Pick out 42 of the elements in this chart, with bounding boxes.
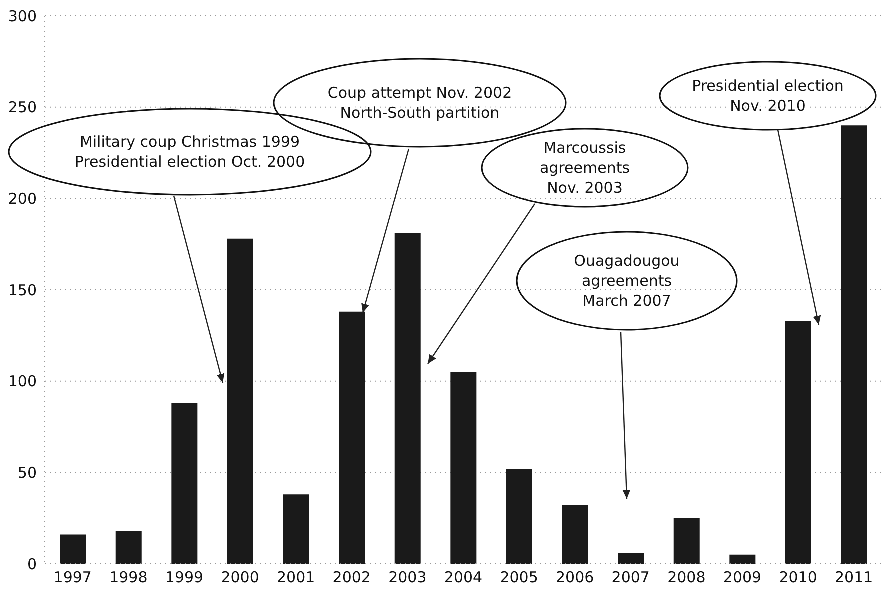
- bar: [618, 553, 644, 564]
- x-tick-label: 2002: [332, 568, 371, 587]
- bar: [562, 506, 588, 564]
- x-tick-label: 2004: [444, 568, 483, 587]
- bar: [730, 554, 756, 564]
- annotation: Ouagadougou agreements March 2007: [574, 252, 680, 310]
- annotation: Marcoussis agreements Nov. 2003: [540, 139, 630, 197]
- bar: [283, 494, 310, 564]
- y-tick-label: 300: [8, 7, 37, 26]
- bar: [60, 534, 86, 564]
- y-tick-label: 150: [8, 281, 37, 300]
- x-tick-label: 2008: [668, 568, 706, 587]
- bar: [227, 238, 254, 564]
- x-tick-label: 2007: [612, 568, 650, 587]
- x-tick-label: 1998: [110, 568, 148, 587]
- bar: [674, 518, 700, 564]
- y-tick-label: 50: [18, 464, 37, 482]
- bar: [450, 372, 477, 564]
- bar: [394, 233, 421, 564]
- bar: [116, 531, 142, 564]
- annotation: Presidential election Nov. 2010: [692, 77, 844, 115]
- x-tick-label: 2009: [723, 568, 762, 587]
- bar: [785, 321, 812, 564]
- bar: [841, 126, 868, 564]
- bar: [339, 312, 366, 564]
- x-tick-label: 2000: [221, 568, 260, 587]
- y-tick-label: 100: [8, 372, 37, 391]
- x-tick-label: 2005: [500, 568, 538, 587]
- bar: [172, 403, 198, 564]
- x-tick-label: 2010: [779, 568, 818, 587]
- x-tick-label: 1999: [165, 568, 204, 587]
- y-tick-label: 200: [8, 190, 37, 208]
- x-tick-label: 2003: [388, 568, 427, 587]
- annotation: Coup attempt Nov. 2002 North-South partition: [328, 84, 512, 122]
- x-tick-label: 1997: [54, 568, 92, 587]
- x-tick-label: 2011: [835, 568, 874, 587]
- y-tick-label: 250: [8, 98, 37, 117]
- x-tick-label: 2006: [556, 568, 594, 587]
- bar: [506, 469, 532, 564]
- x-tick-label: 2001: [277, 568, 316, 587]
- y-tick-label: 0: [27, 555, 37, 574]
- annotation: Military coup Christmas 1999 Presidential election Oct. 2000: [74, 133, 306, 171]
